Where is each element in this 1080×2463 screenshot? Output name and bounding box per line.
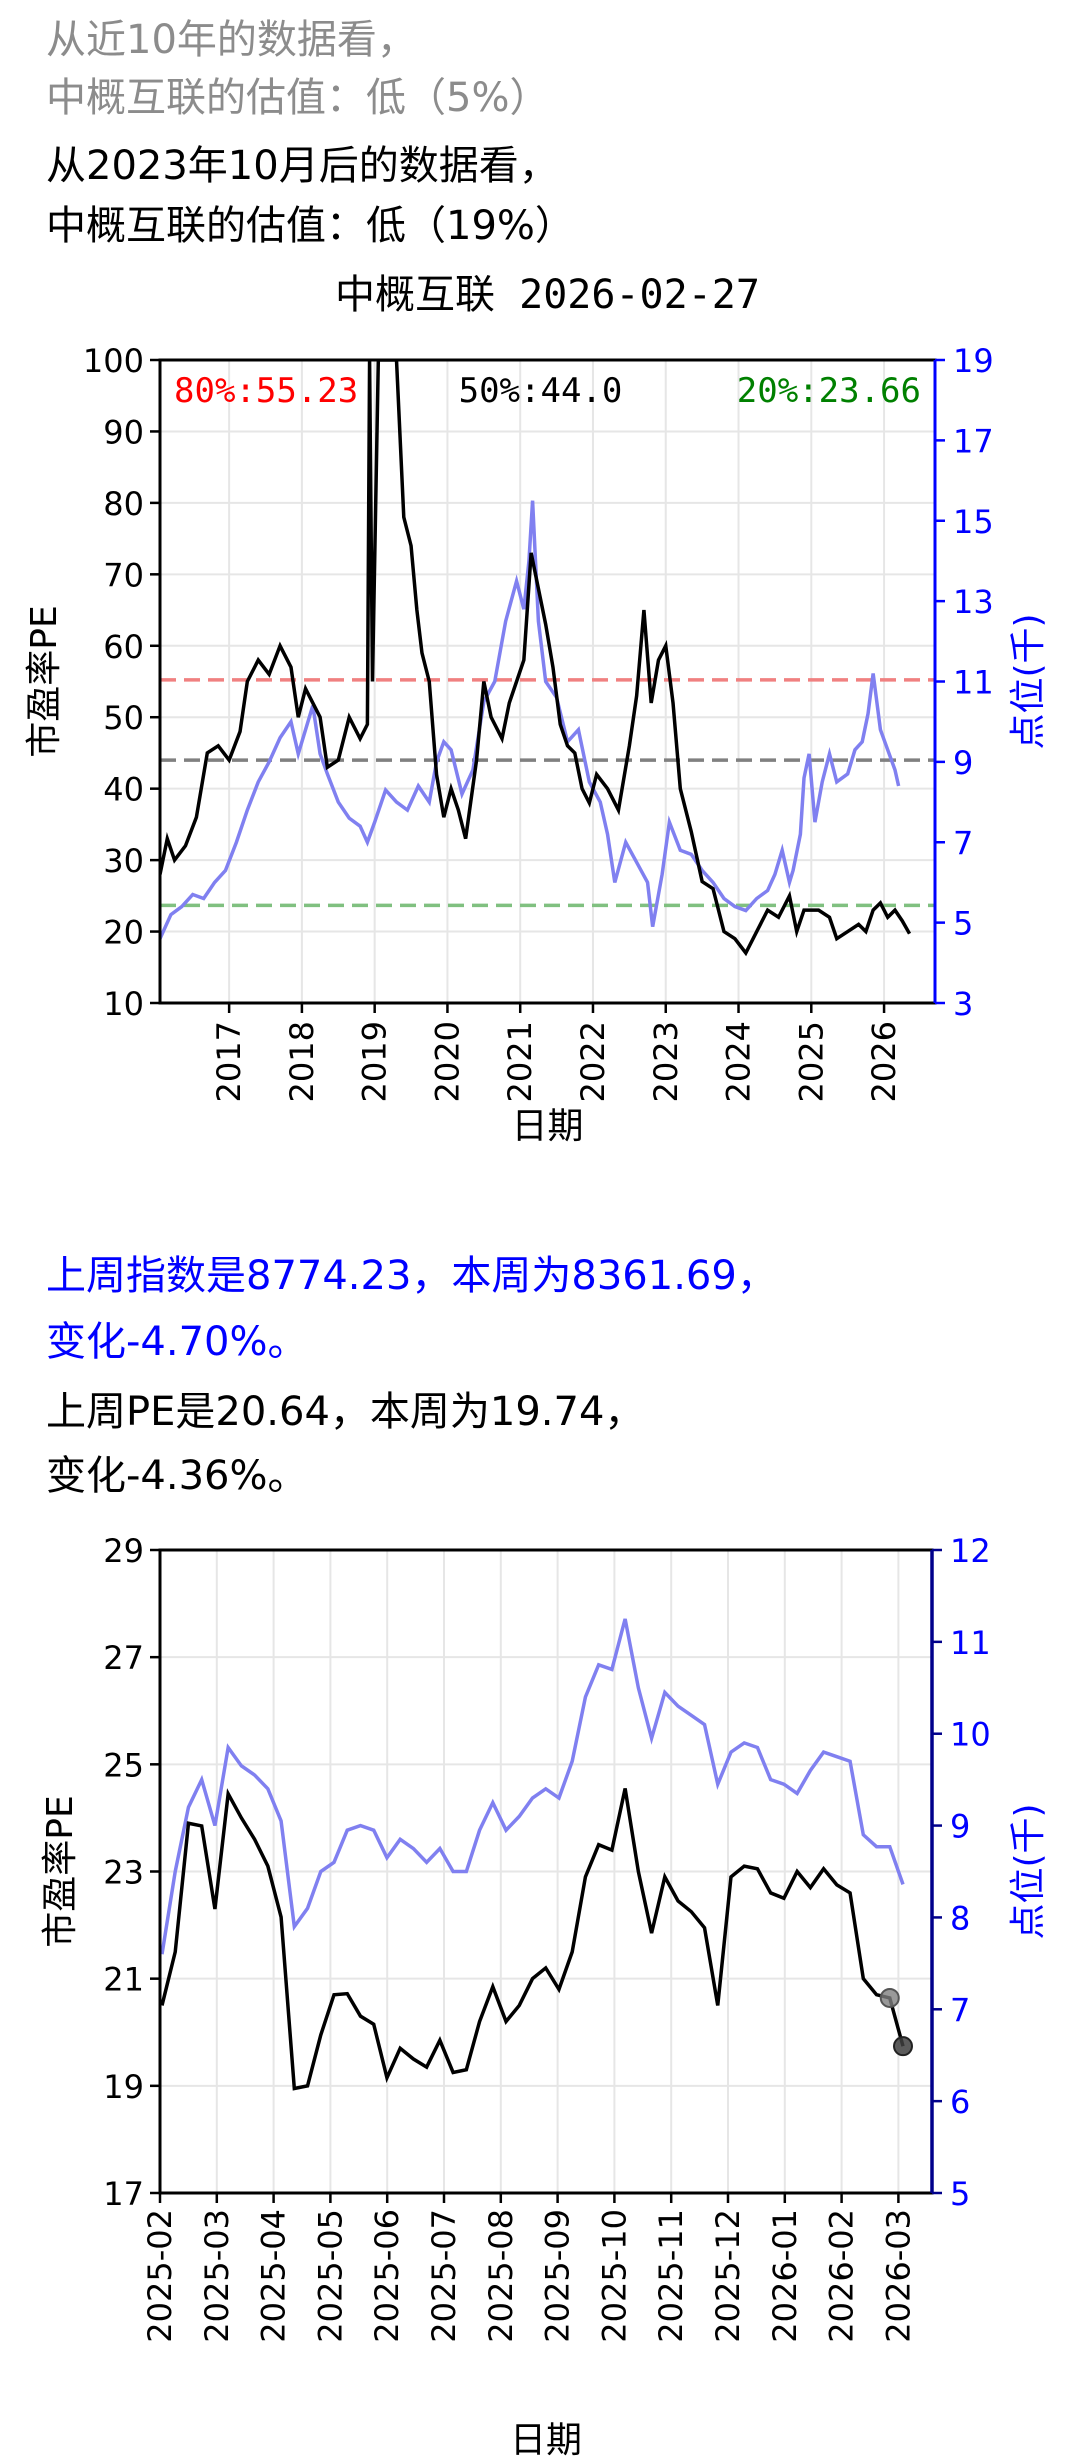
y-tick-label: 19 — [103, 2068, 144, 2106]
y2-tick-label: 5 — [950, 2175, 970, 2213]
index-series-line — [160, 500, 901, 940]
y2-tick-label: 8 — [950, 1899, 970, 1937]
y-tick-label: 23 — [103, 1854, 144, 1892]
header-line-1: 从近10年的数据看， — [46, 17, 417, 63]
y2-tick-label: 9 — [953, 744, 973, 782]
x-tick-label: 2023 — [647, 1021, 685, 1102]
last-week-pe-point — [879, 1987, 900, 2008]
y2-tick-label: 9 — [950, 1808, 970, 1846]
x-tick-label: 2025-02 — [141, 2209, 179, 2343]
y-tick-label: 70 — [103, 556, 144, 594]
y2-tick-label: 19 — [953, 342, 994, 380]
chart2-y2label: 点位(千) — [1008, 1803, 1049, 1939]
y2-tick-label: 3 — [953, 985, 973, 1023]
percentile-label: 80%:55.23 — [174, 371, 358, 411]
header-line-2: 中概互联的估值：低（5%） — [46, 75, 550, 121]
x-tick-label: 2025-12 — [709, 2209, 747, 2343]
percentile-label: 50%:44.0 — [459, 371, 623, 411]
percentile-label: 20%:23.66 — [737, 371, 921, 411]
y-tick-label: 20 — [103, 914, 144, 952]
header-line-4: 中概互联的估值：低（19%） — [46, 203, 575, 249]
x-tick-label: 2024 — [720, 1021, 758, 1102]
y-tick-label: 40 — [103, 771, 144, 809]
pe-series-line — [160, 1788, 905, 2091]
index-series-line — [160, 1618, 905, 1955]
y2-tick-label: 11 — [950, 1624, 991, 1662]
y-tick-label: 21 — [103, 1961, 144, 1999]
y-tick-label: 100 — [83, 342, 144, 380]
this-week-pe-point — [893, 2036, 913, 2057]
chart1-y2label: 点位(千) — [1008, 613, 1049, 749]
y2-tick-label: 13 — [953, 583, 994, 621]
x-tick-label: 2020 — [428, 1021, 466, 1102]
y-tick-label: 10 — [103, 985, 144, 1023]
pe-summary-line-2: 变化-4.36%。 — [46, 1453, 308, 1499]
y-tick-label: 27 — [103, 1639, 144, 1677]
x-tick-label: 2025-11 — [652, 2209, 690, 2343]
y-tick-label: 29 — [103, 1532, 144, 1570]
chart2-ylabel: 市盈率PE — [40, 1795, 81, 1947]
y2-tick-label: 11 — [953, 664, 994, 702]
y-tick-label: 50 — [103, 699, 144, 737]
x-tick-label: 2022 — [574, 1021, 612, 1102]
pe-summary-line-1: 上周PE是20.64，本周为19.74， — [46, 1389, 645, 1435]
header-line-3: 从2023年10月后的数据看， — [46, 143, 559, 189]
y-tick-label: 80 — [103, 485, 144, 523]
y2-tick-label: 7 — [953, 824, 973, 862]
y2-tick-label: 6 — [950, 2083, 970, 2121]
x-tick-label: 2021 — [501, 1021, 539, 1102]
x-tick-label: 2025-08 — [482, 2209, 520, 2343]
x-tick-label: 2025-10 — [595, 2209, 633, 2343]
chart1-title: 中概互联 2026-02-27 — [335, 272, 760, 318]
y-tick-label: 90 — [103, 413, 144, 451]
x-tick-label: 2025-09 — [539, 2209, 577, 2343]
pe-series-line — [160, 360, 912, 957]
index-summary-line-1: 上周指数是8774.23，本周为8361.69， — [46, 1253, 777, 1299]
pe-history-chart: 中概互联 2026-02-27 10 20 30 40 50 60 70 80 90 100 3 5 7 9… — [24, 272, 1049, 1147]
chart1-ylabel: 市盈率PE — [24, 605, 65, 757]
y2-tick-label: 12 — [950, 1532, 991, 1570]
x-tick-label: 2026-02 — [823, 2209, 861, 2343]
y2-tick-label: 10 — [950, 1716, 991, 1754]
chart1-xlabel: 日期 — [511, 1106, 583, 1147]
y2-tick-label: 15 — [953, 503, 994, 541]
x-tick-label: 2025 — [792, 1021, 830, 1102]
y-tick-label: 25 — [103, 1746, 144, 1784]
x-tick-label: 2025-07 — [425, 2209, 463, 2343]
y-tick-label: 17 — [103, 2175, 144, 2213]
x-tick-label: 2018 — [283, 1021, 321, 1102]
index-summary-line-2: 变化-4.70%。 — [46, 1319, 308, 1365]
y2-tick-label: 5 — [953, 905, 973, 943]
y2-tick-label: 7 — [950, 1991, 970, 2029]
pe-recent-chart: 17 19 21 23 25 27 29 5 6 7 8 9 10 11 12 2025-02 2025-03 2… — [40, 1532, 1049, 2461]
x-tick-label: 2025-05 — [311, 2209, 349, 2343]
x-tick-label: 2026-01 — [766, 2209, 804, 2343]
x-tick-label: 2025-04 — [255, 2209, 293, 2343]
x-tick-label: 2026 — [865, 1021, 903, 1102]
x-tick-label: 2017 — [210, 1021, 248, 1102]
x-tick-label: 2025-03 — [198, 2209, 236, 2343]
x-tick-label: 2025-06 — [368, 2209, 406, 2343]
y-tick-label: 30 — [103, 842, 144, 880]
x-tick-label: 2019 — [356, 1021, 394, 1102]
x-tick-label: 2026-03 — [879, 2209, 917, 2343]
chart2-xlabel: 日期 — [510, 2420, 582, 2461]
y2-tick-label: 17 — [953, 422, 994, 460]
y-tick-label: 60 — [103, 628, 144, 666]
